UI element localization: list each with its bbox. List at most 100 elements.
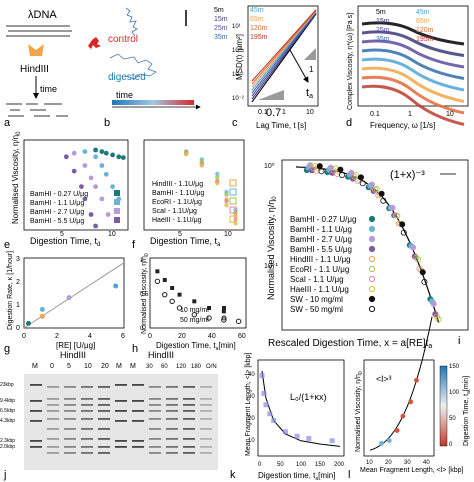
- panel-i-point: [410, 244, 417, 251]
- gel-band: [149, 438, 161, 440]
- panel-i-legend-entry: SW - 10 mg/ml: [290, 295, 343, 304]
- schematic-panel: λDNA HindIII time: [6, 9, 72, 117]
- panel-h-legend-marker: [222, 306, 226, 310]
- panel-k-ytick: 30: [248, 394, 255, 400]
- panel-e-legend-entry: BamHI - 5.5 U/μg: [30, 218, 84, 225]
- gel-band: [149, 404, 161, 406]
- msd-line: [251, 9, 317, 82]
- panel-f-legend-entry: HaeIII - 1.1U/μg: [152, 217, 202, 224]
- panel-e-point: [110, 152, 115, 158]
- msd-xlabel: Lag Time, t [s]: [256, 121, 306, 130]
- gel-band: [30, 440, 42, 442]
- msd-line: [251, 12, 317, 97]
- gel-band: [183, 418, 195, 420]
- panel-e-point: [116, 154, 122, 160]
- msd-line: [251, 13, 317, 100]
- gel-band: [30, 446, 42, 448]
- panel-l: 10 20 30 40 <l>³ Normalised Viscosity, η/η0…: [355, 316, 472, 474]
- panel-k-point: [282, 429, 288, 435]
- gel-lane-time-label: 60: [161, 364, 168, 370]
- colorbar-tick: 50: [449, 416, 456, 422]
- msd-panel: 0.1 1 10 10⁻² 10⁻¹ 10⁰ 10¹ 0.7 1 ta MSD(t) [μm…: [214, 5, 319, 130]
- gel-band: [166, 398, 178, 400]
- panel-e-point: [71, 168, 77, 174]
- panel-letter-d: d: [346, 117, 352, 129]
- msd-legend: 5m 15m 25m 35m 45m 65m 120m 195m: [214, 7, 268, 41]
- msd-line: [251, 10, 317, 85]
- colorbar: [439, 365, 448, 447]
- panel-k-xtick: 0: [258, 462, 262, 468]
- panel-l-xtick: 40: [423, 460, 430, 466]
- panel-k-point: [329, 438, 335, 444]
- panel-f-point: [224, 199, 229, 204]
- panel-h-point: [155, 269, 160, 274]
- panel-h-ytick: 0.5: [140, 292, 149, 298]
- spectrum-legend-entry: 35m: [376, 36, 390, 43]
- panel-i-point: [373, 185, 380, 192]
- fragments: [6, 103, 68, 117]
- spectrum-legend: 5m 15m 25m 35m 45m 65m 120m 195m: [376, 9, 434, 43]
- panel-i-point: [400, 229, 407, 236]
- msd-legend-entry: 195m: [250, 34, 268, 41]
- panel-e-point: [63, 154, 69, 160]
- gel-band: [115, 400, 127, 402]
- gel-band: [149, 410, 161, 412]
- spectrum-line: [361, 66, 465, 103]
- gel-band: [98, 418, 110, 420]
- panel-k-xtick: 100: [296, 462, 307, 468]
- panel-i-legend-marker: [368, 295, 376, 303]
- gel-band: [115, 440, 127, 442]
- panel-i-point: [316, 163, 323, 170]
- colorbar-tick: 100: [449, 390, 460, 396]
- panel-e-point: [99, 163, 105, 168]
- panel-letter-f: f: [132, 239, 136, 251]
- msd-ylabel: MSD(t) [μm²]: [235, 34, 244, 80]
- panel-g-axes: [23, 257, 125, 329]
- panel-f: HindIII - 1.1U/μg BamHI - 1.1U/μg EcoRI - …: [143, 139, 245, 248]
- panel-letter-g: g: [4, 343, 10, 355]
- panel-e-legend-marker: [114, 199, 120, 205]
- panel-i-point: [430, 300, 437, 307]
- panel-e-point: [79, 184, 84, 190]
- panel-g-point: [26, 320, 31, 326]
- gel-band: [47, 452, 59, 454]
- msd-ytick: 10¹: [232, 24, 241, 30]
- gel-size-marker-label: 23kbp: [0, 382, 14, 388]
- msd-legend-entry: 45m: [250, 7, 264, 14]
- gel-band: [64, 446, 76, 448]
- gel-lane-time-label: 10: [84, 363, 92, 370]
- gel-band: [47, 446, 59, 448]
- gel-band: [81, 418, 93, 420]
- spectrum-line: [361, 57, 465, 92]
- panel-e-point: [82, 149, 88, 155]
- gel-band: [30, 410, 42, 412]
- panel-l-xlabel: Mean Fragment Length, <l> [kbp]: [360, 467, 464, 474]
- panel-h-point: [207, 306, 212, 310]
- panel-e-legend-marker: [114, 208, 120, 214]
- msd-line: [251, 10, 317, 88]
- gel-band: [183, 438, 195, 440]
- gel-lane-time-label: 30: [146, 364, 153, 370]
- panel-f-legend-entry: ScaI - 1.1U/μg: [152, 208, 197, 215]
- gel-title-left: HindIII: [60, 350, 86, 360]
- time-gradient-bar: [112, 100, 194, 105]
- panel-h-axes: [149, 257, 247, 329]
- panel-i-legend-marker: [368, 245, 376, 253]
- gel-band: [132, 400, 144, 402]
- panel-e-point: [103, 171, 109, 177]
- digested-trajectory: [109, 53, 157, 80]
- panel-h-xtick: 0: [148, 333, 152, 340]
- panel-e-points: [63, 147, 126, 229]
- panel-i-legend-entry: HaeIII - 1.1 U/μg: [290, 285, 349, 294]
- gel-band: [98, 452, 110, 454]
- panel-g-fit-line: [23, 262, 125, 329]
- gel-band: [183, 452, 195, 454]
- gel-marker-lane-label: M: [32, 363, 38, 370]
- msd-line: [251, 11, 317, 94]
- gel-band: [64, 386, 76, 388]
- gel-band: [81, 398, 93, 400]
- msd-axes: [247, 5, 319, 107]
- panel-e-point: [93, 223, 98, 229]
